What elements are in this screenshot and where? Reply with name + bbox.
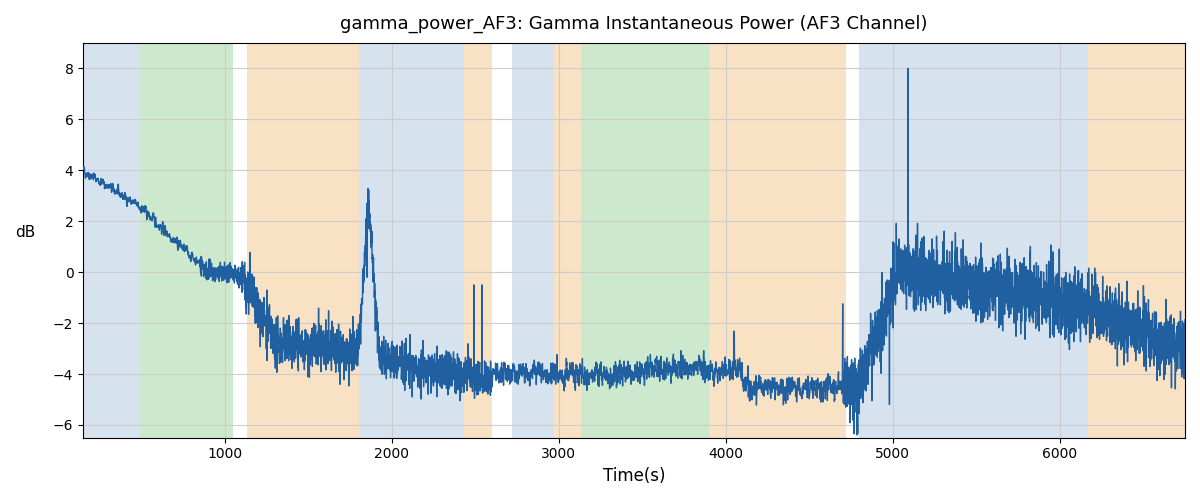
- Bar: [247, 43, 359, 438]
- Bar: [463, 43, 492, 438]
- Bar: [140, 43, 233, 438]
- Bar: [83, 43, 140, 438]
- Bar: [512, 43, 554, 438]
- Bar: [1088, 43, 1186, 438]
- Bar: [359, 43, 463, 438]
- Title: gamma_power_AF3: Gamma Instantaneous Power (AF3 Channel): gamma_power_AF3: Gamma Instantaneous Pow…: [341, 15, 928, 34]
- Bar: [859, 43, 1088, 438]
- Y-axis label: dB: dB: [14, 226, 35, 240]
- Bar: [709, 43, 846, 438]
- X-axis label: Time(s): Time(s): [602, 467, 665, 485]
- Bar: [554, 43, 581, 438]
- Bar: [581, 43, 709, 438]
